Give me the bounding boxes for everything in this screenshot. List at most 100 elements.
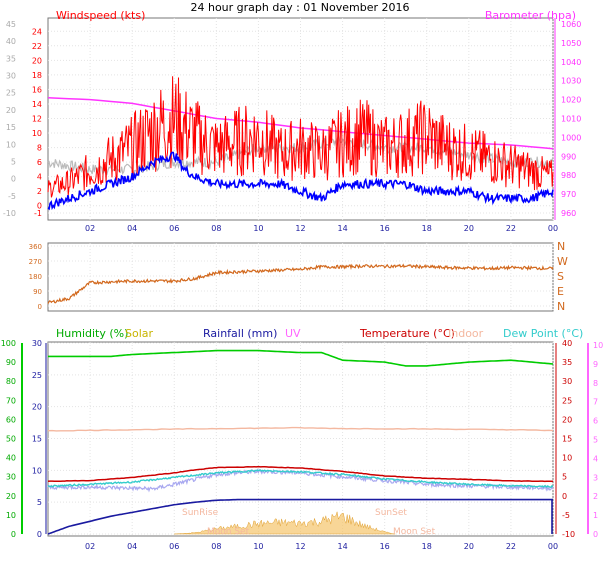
y-tick-label-baro: 1000	[561, 133, 581, 142]
legend-solar: Solar	[125, 327, 154, 340]
y-tick-label-humidity: 70	[6, 396, 16, 405]
y-tick-label-baro: 980	[561, 171, 576, 180]
legend-uv: UV	[285, 327, 301, 340]
wind-axis-label: Windspeed (kts)	[56, 9, 145, 22]
y-tick-label-humidity: 90	[6, 358, 16, 367]
x-tick-label-temp: 14	[337, 542, 347, 551]
x-tick-label-wind: 14	[337, 224, 347, 233]
y-tick-label-uv: 10	[593, 341, 603, 350]
legend-temperature: Temperature (°C)	[359, 327, 455, 340]
wind-average-series	[47, 151, 554, 211]
direction-compass-label: S	[557, 270, 564, 283]
y-tick-label-temp: 20	[562, 415, 572, 424]
y-tick-label-outer: 20	[6, 106, 16, 115]
x-tick-label-wind: 04	[127, 224, 137, 233]
x-tick-label-wind: 02	[85, 224, 95, 233]
y-tick-label-outer: 45	[6, 20, 16, 29]
y-tick-label-wind: 18	[32, 71, 42, 80]
y-tick-label-uv: 0	[593, 530, 598, 539]
annotation-sunrise: SunRise	[182, 508, 219, 518]
y-tick-label-baro: 970	[561, 190, 576, 199]
y-tick-label-humidity: 80	[6, 377, 16, 386]
x-tick-label-temp: 18	[422, 542, 432, 551]
y-tick-label-temp: 0	[562, 492, 567, 501]
y-tick-label-direction: 90	[33, 288, 42, 296]
y-tick-label-direction: 270	[29, 258, 42, 266]
rainfall-line	[47, 498, 553, 535]
y-tick-label-direction: 0	[38, 303, 42, 311]
x-tick-label-wind: 08	[211, 224, 221, 233]
y-tick-label-wind: 2	[37, 187, 42, 196]
direction-compass-label: N	[557, 300, 565, 313]
barometer-axis-label: Barometer (hpa)	[485, 9, 576, 22]
y-tick-label-outer: 15	[6, 123, 16, 132]
solar-area	[174, 511, 396, 535]
y-tick-label-baro: 1060	[561, 20, 581, 29]
x-tick-label-temp: 12	[295, 542, 305, 551]
indoor-temp-line	[47, 426, 554, 432]
x-tick-label-wind: 12	[295, 224, 305, 233]
y-tick-label-wind: 4	[37, 173, 42, 182]
y-tick-label-baro: 1040	[561, 58, 581, 67]
y-tick-label-rain: 10	[32, 466, 42, 475]
y-tick-label-humidity: 20	[6, 492, 16, 501]
y-tick-label-uv: 6	[593, 417, 598, 426]
y-tick-label-baro: 1010	[561, 115, 581, 124]
y-tick-label-outer: 10	[6, 140, 16, 149]
y-tick-label-temp: 5	[562, 473, 567, 482]
x-tick-label-temp: 00	[548, 542, 558, 551]
y-tick-label-outer: -5	[8, 192, 16, 201]
y-tick-label-uv: 5	[593, 436, 598, 445]
y-tick-label-temp: -5	[562, 511, 570, 520]
y-tick-label-outer: 5	[11, 157, 16, 166]
y-tick-label-humidity: 100	[1, 339, 16, 348]
y-tick-label-uv: 8	[593, 379, 598, 388]
y-tick-label-rain: 15	[32, 435, 42, 444]
x-tick-label-wind: 10	[253, 224, 263, 233]
y-tick-label-outer: 30	[6, 72, 16, 81]
y-tick-label-uv: 4	[593, 454, 598, 463]
x-tick-label-temp: 22	[506, 542, 516, 551]
y-tick-label-temp: 10	[562, 454, 572, 463]
y-tick-label-wind: 0	[37, 202, 42, 211]
annotation-moonset: Moon Set	[207, 527, 250, 537]
y-tick-label-humidity: 10	[6, 511, 16, 520]
y-tick-label-outer: -10	[3, 209, 16, 218]
y-tick-label-wind: 6	[37, 158, 42, 167]
humidity-line	[48, 349, 554, 367]
y-tick-label-humidity: 30	[6, 473, 16, 482]
y-tick-label-direction: 360	[29, 243, 42, 251]
y-tick-label-wind: 10	[32, 129, 42, 138]
y-tick-label-temp: 25	[562, 396, 572, 405]
y-tick-label-baro: 990	[561, 152, 576, 161]
direction-compass-label: E	[557, 285, 564, 298]
y-tick-label-outer: 0	[11, 175, 16, 184]
y-tick-label-humidity: 0	[11, 530, 16, 539]
y-tick-label-wind: -1	[34, 209, 42, 218]
y-tick-label-uv: 2	[593, 492, 598, 501]
x-tick-label-wind: 18	[422, 224, 432, 233]
wind-direction-series	[47, 263, 554, 304]
direction-compass-label: N	[557, 240, 565, 253]
y-tick-label-outer: 35	[6, 54, 16, 63]
annotation-sunset: SunSet	[375, 508, 407, 518]
direction-compass-label: W	[557, 255, 568, 268]
y-tick-label-temp: 15	[562, 435, 572, 444]
x-tick-label-wind: 22	[506, 224, 516, 233]
y-tick-label-wind: 8	[37, 144, 42, 153]
y-tick-label-humidity: 40	[6, 454, 16, 463]
annotation-moonset-2: Moon Set	[393, 527, 436, 537]
y-tick-label-uv: 3	[593, 473, 598, 482]
y-tick-label-rain: 0	[37, 530, 42, 539]
y-tick-label-rain: 30	[32, 339, 42, 348]
legend-rainfall: Rainfall (mm)	[203, 327, 277, 340]
y-tick-label-wind: 14	[32, 100, 42, 109]
y-tick-label-baro: 1030	[561, 77, 581, 86]
y-tick-label-rain: 20	[32, 403, 42, 412]
x-tick-label-temp: 20	[464, 542, 474, 551]
y-tick-label-wind: 22	[32, 42, 42, 51]
y-tick-label-humidity: 50	[6, 435, 16, 444]
y-tick-label-rain: 5	[37, 498, 42, 507]
wind-gust-series	[47, 76, 554, 198]
